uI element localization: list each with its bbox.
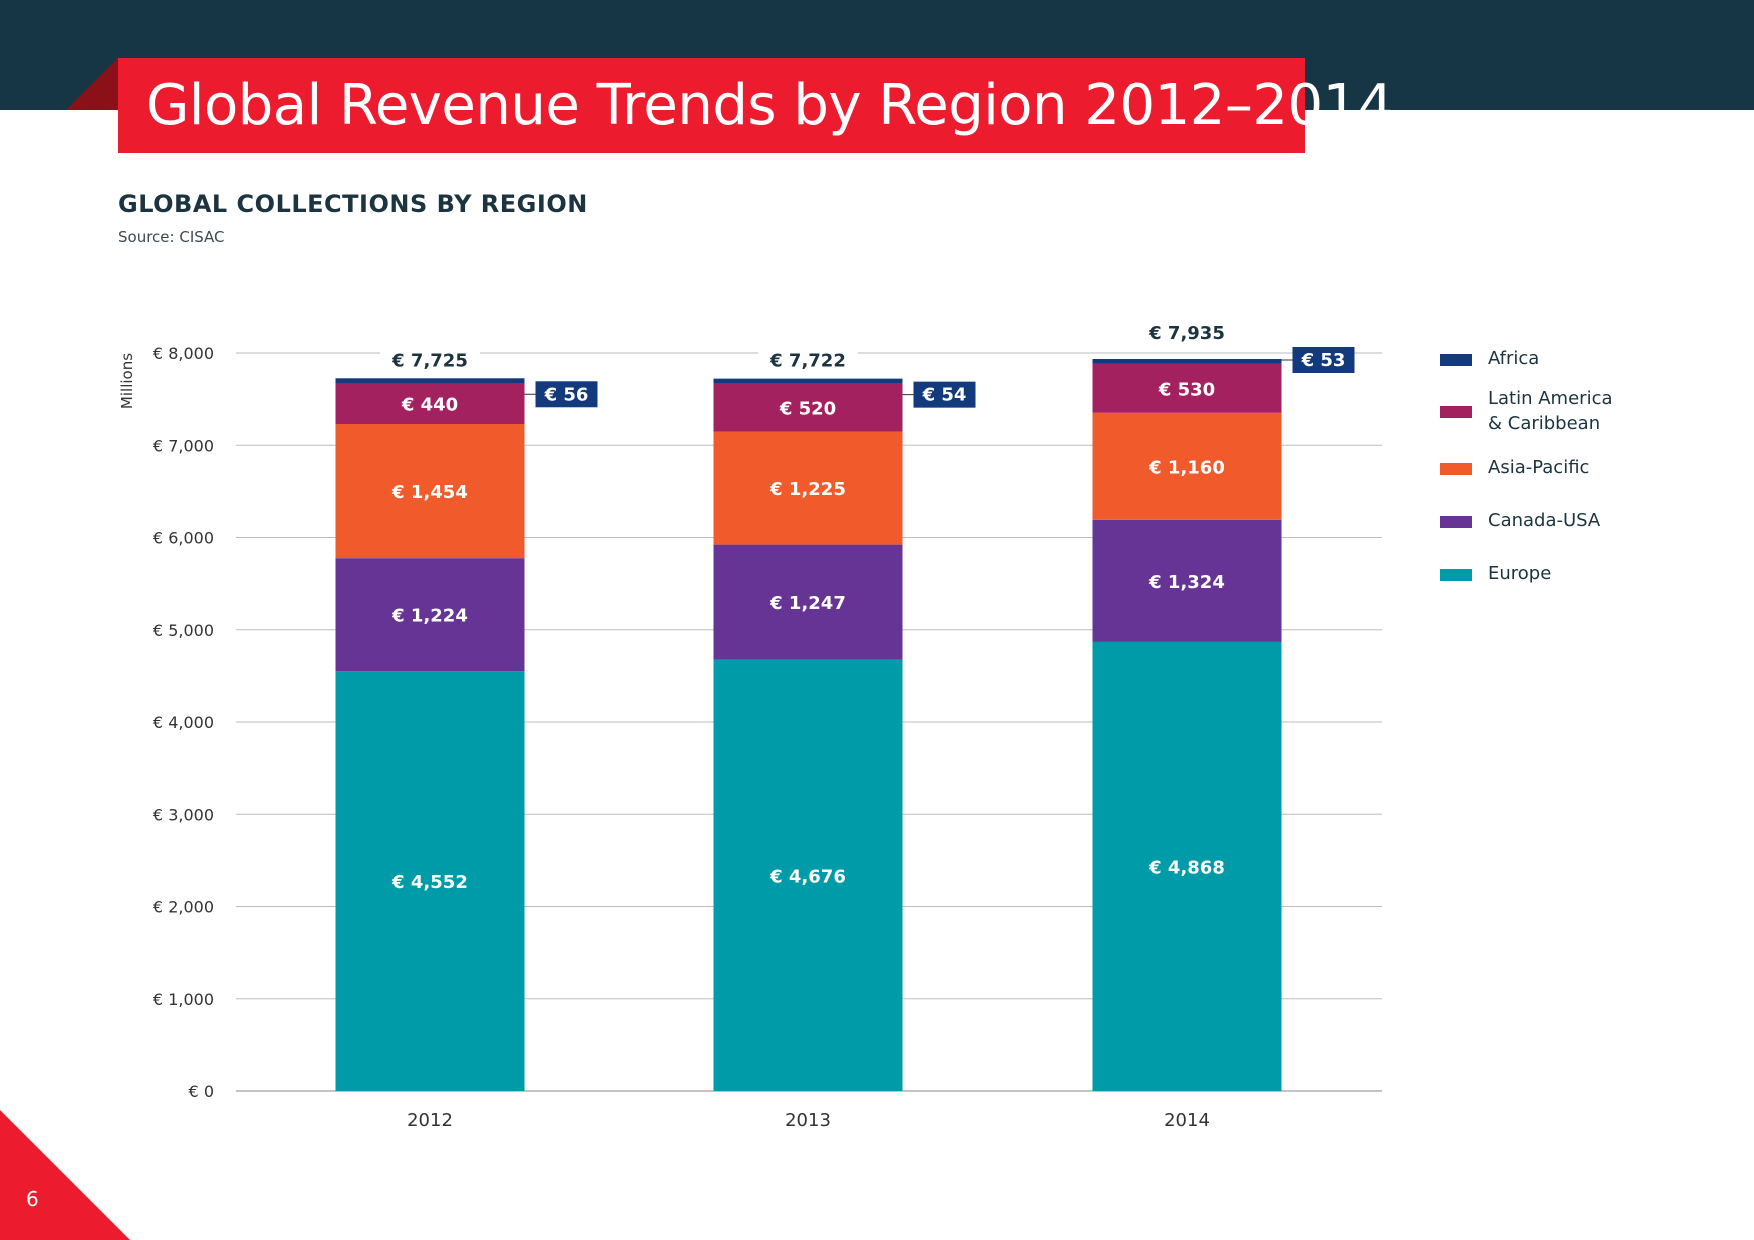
legend-swatch bbox=[1440, 406, 1472, 418]
bar-segment bbox=[1092, 641, 1282, 1091]
bar-value-label: € 4,676 bbox=[769, 866, 846, 887]
legend-label: Canada-USA bbox=[1488, 510, 1601, 531]
bar-segment bbox=[335, 383, 525, 425]
bar-value-label: € 4,552 bbox=[391, 872, 468, 893]
x-tick-label: 2014 bbox=[1164, 1110, 1210, 1131]
bar-segment bbox=[713, 544, 903, 660]
bar-value-label: € 54 bbox=[922, 385, 967, 406]
legend-swatch bbox=[1440, 463, 1472, 475]
x-tick-label: 2013 bbox=[785, 1110, 831, 1131]
bar-segment bbox=[335, 671, 525, 1091]
legend-swatch bbox=[1440, 569, 1472, 581]
page-title: Global Revenue Trends by Region 2012–201… bbox=[146, 73, 1393, 138]
bar-value-label: € 530 bbox=[1158, 379, 1215, 400]
title-banner: Global Revenue Trends by Region 2012–201… bbox=[118, 58, 1393, 153]
bar-value-label: € 1,247 bbox=[769, 593, 846, 614]
callout-box bbox=[1292, 346, 1355, 373]
title-fold-decoration bbox=[66, 58, 118, 110]
total-label-bg bbox=[758, 348, 858, 373]
chart-subtitle: GLOBAL COLLECTIONS BY REGION bbox=[118, 190, 588, 218]
y-tick-label: € 1,000 bbox=[153, 990, 214, 1009]
bar-value-label: € 4,868 bbox=[1148, 857, 1225, 878]
page-number: 6 bbox=[26, 1187, 39, 1211]
y-tick-label: € 3,000 bbox=[153, 805, 214, 824]
total-label-bg bbox=[1137, 320, 1237, 345]
bar-value-label: € 520 bbox=[779, 399, 836, 420]
y-tick-label: € 2,000 bbox=[153, 898, 214, 917]
bar-value-label: € 1,454 bbox=[391, 482, 468, 503]
corner-decoration bbox=[0, 1110, 130, 1240]
bar-value-label: € 1,225 bbox=[769, 479, 846, 500]
bar-segment bbox=[1092, 358, 1282, 364]
legend-swatch bbox=[1440, 354, 1472, 366]
bar-segment bbox=[335, 558, 525, 672]
y-tick-label: € 6,000 bbox=[153, 529, 214, 548]
bar-segment bbox=[713, 431, 903, 545]
bar-segment bbox=[335, 424, 525, 559]
bar-segment bbox=[1092, 519, 1282, 642]
legend-label: Latin America & Caribbean bbox=[1488, 388, 1613, 434]
bar-segment bbox=[335, 378, 525, 384]
bar-value-label: € 440 bbox=[401, 395, 458, 416]
chart-source: Source: CISAC bbox=[118, 228, 225, 246]
bar-value-label: € 1,224 bbox=[391, 606, 468, 627]
callout-box bbox=[913, 381, 976, 408]
x-tick-label: 2012 bbox=[407, 1110, 453, 1131]
y-tick-label: € 7,000 bbox=[153, 436, 214, 455]
bar-total-label: € 7,725 bbox=[391, 350, 468, 371]
total-label-bg bbox=[380, 348, 480, 373]
bar-segment bbox=[1092, 363, 1282, 413]
callout-box bbox=[535, 381, 598, 408]
bar-segment bbox=[713, 383, 903, 432]
legend-label: Africa bbox=[1488, 348, 1540, 369]
legend-label: Asia-Pacific bbox=[1488, 457, 1590, 478]
bar-segment bbox=[1092, 412, 1282, 520]
bar-total-label: € 7,722 bbox=[769, 351, 846, 372]
bar-value-label: € 56 bbox=[544, 384, 589, 405]
bar-segment bbox=[713, 659, 903, 1091]
bar-value-label: € 1,160 bbox=[1148, 457, 1225, 478]
y-tick-label: € 5,000 bbox=[153, 621, 214, 640]
legend-label: Europe bbox=[1488, 563, 1552, 584]
y-tick-label: € 8,000 bbox=[153, 344, 214, 363]
y-tick-label: € 4,000 bbox=[153, 713, 214, 732]
bar-segment bbox=[713, 378, 903, 384]
bar-total-label: € 7,935 bbox=[1148, 323, 1225, 344]
y-axis-label: Millions bbox=[118, 353, 136, 409]
legend-swatch bbox=[1440, 516, 1472, 528]
bar-value-label: € 1,324 bbox=[1148, 572, 1225, 593]
bar-value-label: € 53 bbox=[1301, 350, 1346, 371]
y-tick-label: € 0 bbox=[189, 1082, 214, 1101]
